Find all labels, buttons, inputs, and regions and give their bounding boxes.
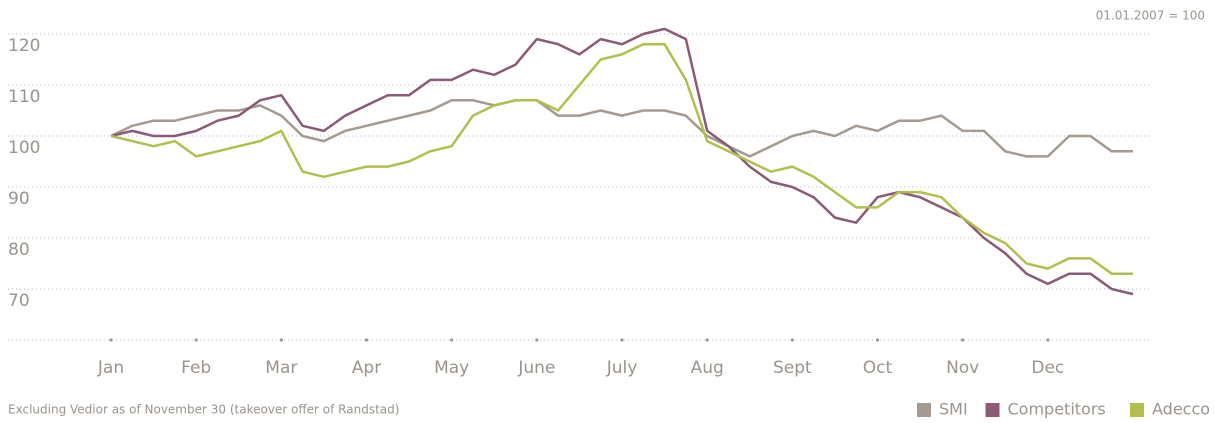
x-tick xyxy=(790,338,794,342)
x-tick-label: Nov xyxy=(946,358,979,378)
y-tick-label: 120 xyxy=(8,36,40,56)
y-tick-label: 100 xyxy=(8,138,40,158)
subtitle: 01.01.2007 = 100 xyxy=(1096,9,1205,23)
x-tick xyxy=(705,338,709,342)
x-tick-label: Feb xyxy=(181,358,211,378)
x-tick xyxy=(535,338,539,342)
x-tick xyxy=(620,338,624,342)
x-tick-label: Oct xyxy=(863,358,893,378)
x-tick xyxy=(961,338,965,342)
legend-swatch xyxy=(917,403,931,417)
x-tick-label: Jan xyxy=(97,358,124,378)
x-tick xyxy=(875,338,880,342)
x-tick xyxy=(364,338,369,342)
series-line xyxy=(110,99,1133,158)
legend-swatch xyxy=(985,403,1000,417)
x-tick-label: Dec xyxy=(1031,358,1064,378)
x-tick-label: July xyxy=(606,358,638,378)
legend-swatch xyxy=(1130,403,1144,417)
x-tick xyxy=(1046,338,1050,342)
y-tick-label: 80 xyxy=(8,240,30,260)
x-tick xyxy=(450,338,454,342)
x-tick-label: Aug xyxy=(691,358,724,378)
legend-label: Competitors xyxy=(1008,400,1106,419)
x-tick xyxy=(109,338,113,342)
y-tick-label: 70 xyxy=(8,291,30,311)
series-line xyxy=(110,27,1134,296)
x-tick-label: Sept xyxy=(773,358,812,378)
x-tick-label: Apr xyxy=(352,358,381,378)
y-tick-label: 90 xyxy=(8,189,30,209)
x-tick xyxy=(279,338,283,342)
legend-label: SMI xyxy=(939,400,968,419)
series-line xyxy=(110,42,1133,275)
x-tick xyxy=(194,338,198,342)
legend-label: Adecco xyxy=(1152,400,1210,419)
x-tick-label: June xyxy=(517,358,555,378)
footnote: Excluding Vedior as of November 30 (take… xyxy=(8,403,399,417)
x-tick-label: May xyxy=(434,358,469,378)
x-tick-label: Mar xyxy=(265,358,297,378)
y-tick-label: 110 xyxy=(8,87,40,107)
